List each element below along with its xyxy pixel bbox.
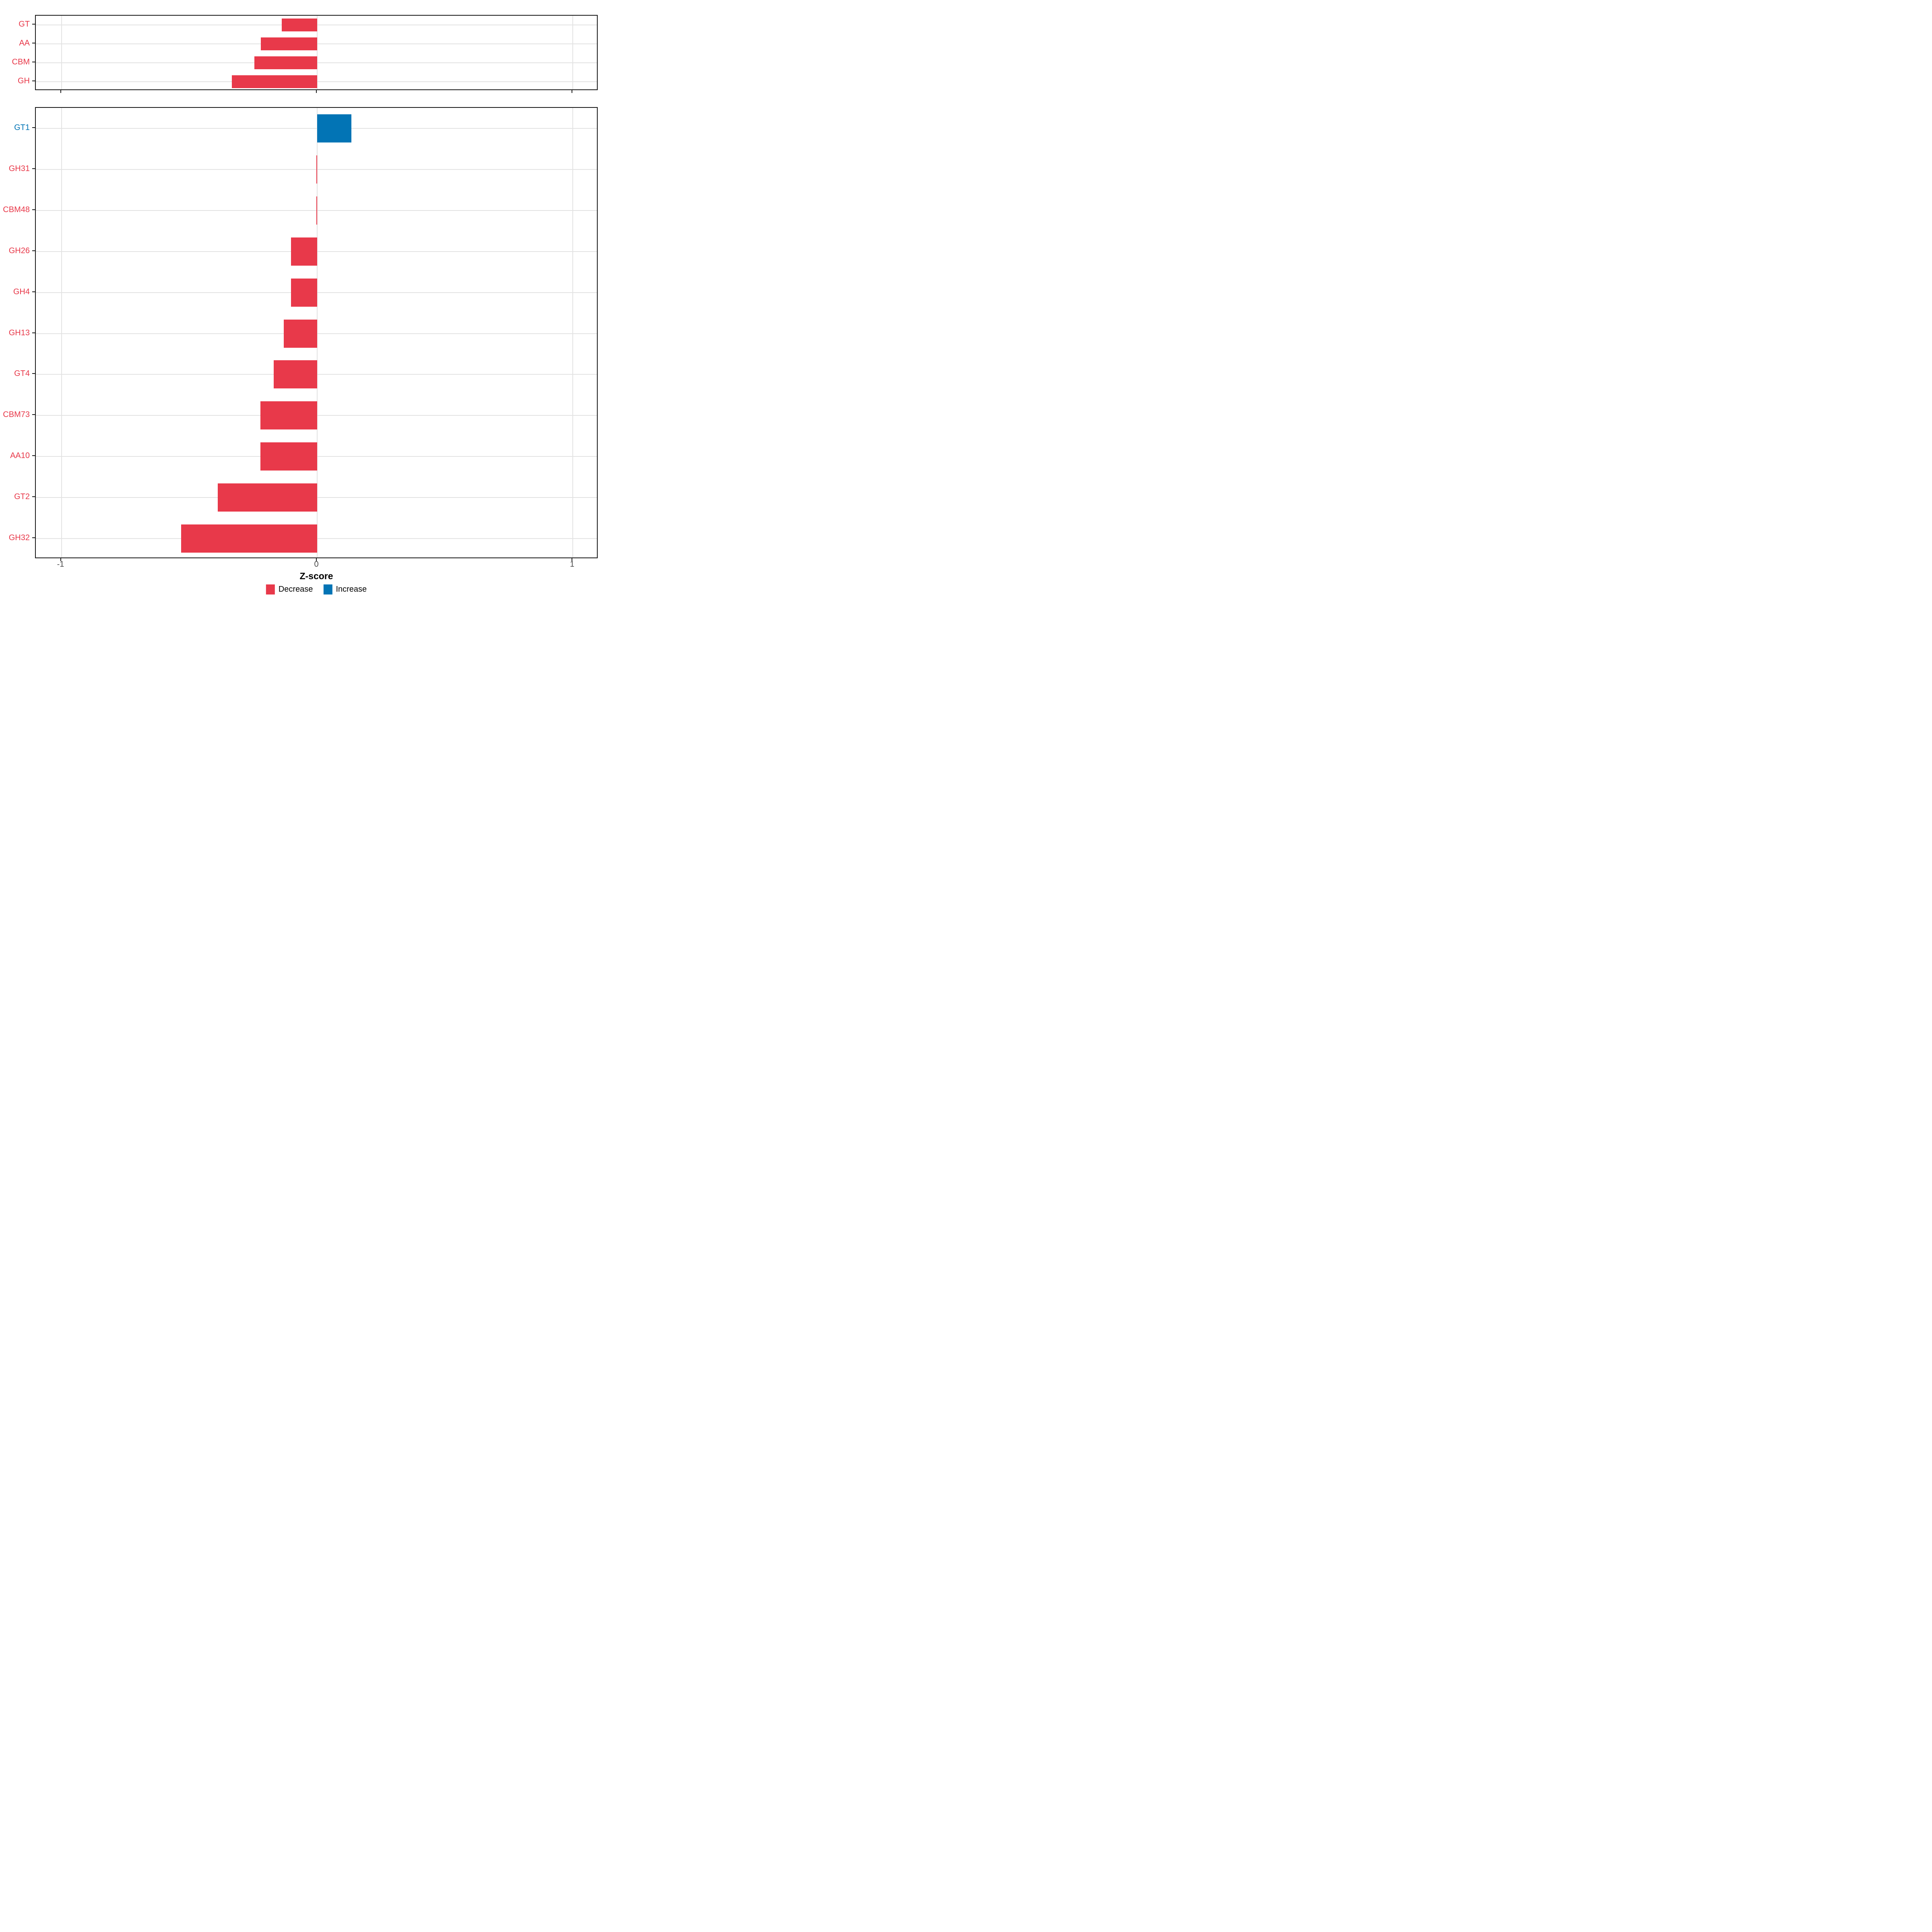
legend-item-increase: Increase [323,584,367,594]
bar-GH26 [291,237,317,266]
bar-CBM48 [316,196,317,225]
x-axis-title: Z-score [299,571,333,581]
zscore-bar-chart-figure: GT AA CBM GH GT1 GH31 CBM48 GH26 GH4 GH13 GT4 CBM73… [0,0,604,604]
legend-swatch-increase [323,584,332,594]
y-tick-CBM73 [32,414,35,415]
y-tick-GH4 [32,291,35,292]
x-tick-0-facet1 [316,558,317,561]
horizontal-gridline-GH31 [36,169,597,170]
bar-GH [231,75,317,88]
x-tick--1-facet1 [60,558,61,561]
legend-item-decrease: Decrease [266,584,313,594]
x-tick--1-facet0 [60,90,61,93]
y-axis-label-GT4: GT4 [14,369,30,378]
y-axis-label-CBM48: CBM48 [3,205,30,214]
y-axis-label-GH26: GH26 [8,246,30,255]
bar-GT [281,19,317,32]
y-tick-GH32 [32,537,35,539]
y-axis-label-GT1: GT1 [14,123,30,132]
vertical-gridline--1 [61,108,62,557]
y-axis-label-GT: GT [19,20,30,29]
y-tick-GH13 [32,332,35,333]
y-tick-AA10 [32,455,35,456]
bar-GT4 [273,360,317,389]
bar-AA10 [260,442,317,471]
bar-CBM [254,56,317,69]
bar-GH31 [316,155,317,184]
x-tick-0-facet0 [316,90,317,93]
bar-GH4 [291,278,317,307]
y-tick-GT4 [32,373,35,374]
bar-GH13 [284,319,317,348]
x-tick-label-0: 0 [314,560,319,569]
legend-label-decrease: Decrease [278,585,313,594]
vertical-gridline-1 [572,108,574,557]
y-axis-label-CBM73: CBM73 [3,410,30,419]
vertical-gridline--1 [61,16,62,89]
x-tick-label--1: -1 [57,560,64,569]
y-axis-label-GH32: GH32 [8,533,30,543]
facet-top-panel [35,15,598,90]
y-tick-GT2 [32,496,35,497]
vertical-gridline-0 [317,108,318,557]
y-axis-label-GH13: GH13 [8,328,30,337]
bar-CBM73 [260,401,317,430]
y-tick-GH [32,80,35,81]
y-axis-label-CBM: CBM [12,57,30,66]
y-axis-label-AA10: AA10 [10,451,30,460]
legend-swatch-decrease [266,584,275,594]
y-axis-label-GT2: GT2 [14,492,30,502]
facet-bottom-panel [35,107,598,558]
y-axis-label-GH31: GH31 [8,164,30,173]
y-tick-GH31 [32,168,35,169]
y-axis-label-GH: GH [18,76,30,85]
y-tick-GH26 [32,250,35,251]
legend-label-increase: Increase [336,585,367,594]
bar-GT2 [217,483,317,512]
horizontal-gridline-CBM48 [36,210,597,211]
y-axis-label-GH4: GH4 [13,287,30,296]
x-tick-label-1: 1 [570,560,575,569]
vertical-gridline-0 [317,16,318,89]
bar-AA [261,37,317,51]
legend: Decrease Increase [266,584,367,594]
y-axis-label-AA: AA [19,39,30,48]
horizontal-gridline-GT1 [36,128,597,129]
y-tick-GT [32,24,35,25]
y-tick-GT1 [32,127,35,128]
y-tick-CBM48 [32,209,35,210]
bar-GT1 [317,114,351,142]
vertical-gridline-1 [572,16,574,89]
bar-GH32 [181,524,317,553]
